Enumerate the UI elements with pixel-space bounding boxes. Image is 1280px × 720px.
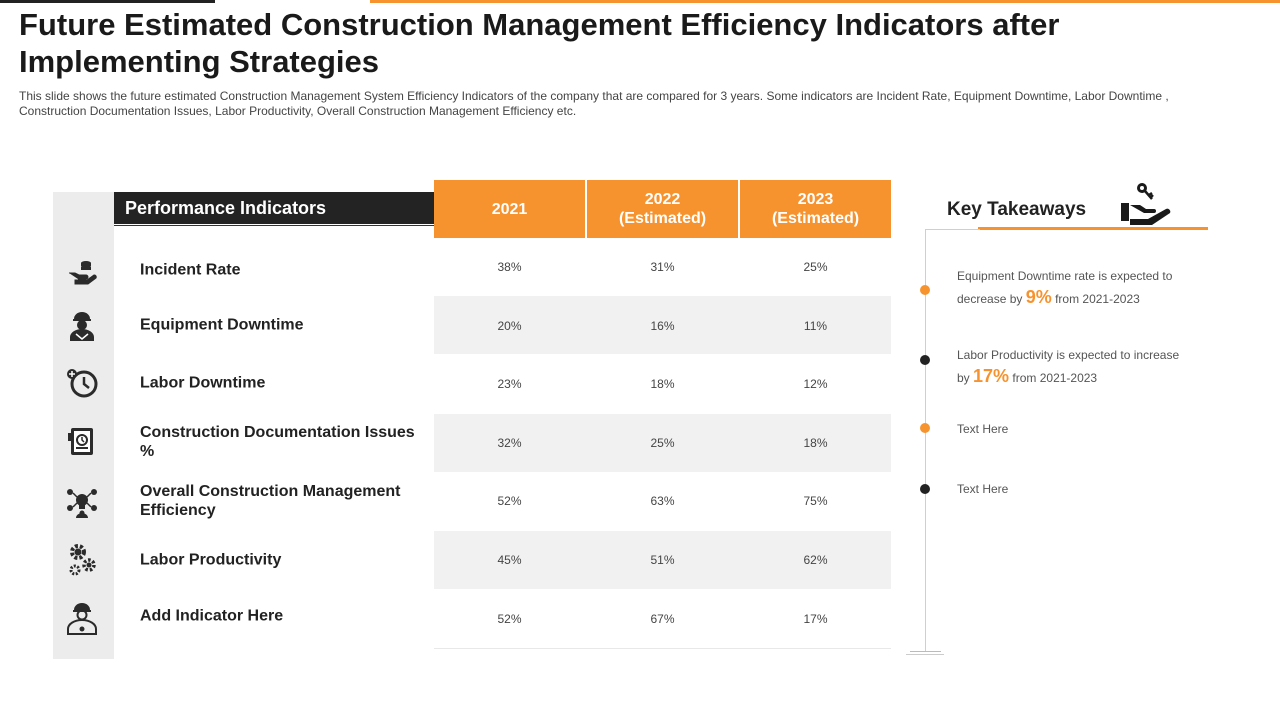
clock-history-icon bbox=[67, 369, 98, 398]
table-cell: 17% bbox=[803, 612, 828, 626]
timeline-base bbox=[910, 651, 941, 652]
timeline-dot-dark bbox=[920, 484, 930, 494]
year-header-label: 2021 bbox=[491, 200, 528, 218]
table-cell: 75% bbox=[803, 494, 828, 508]
table-cell: 31% bbox=[650, 260, 675, 274]
key-takeaways-title: Key Takeaways bbox=[947, 199, 1087, 220]
header-underline bbox=[114, 225, 434, 226]
year-header-sublabel: (Estimated) bbox=[618, 210, 707, 227]
timeline-dot-orange bbox=[920, 423, 930, 433]
timeline-dot-orange bbox=[920, 285, 930, 295]
takeaway-text: from 2021-2023 bbox=[1051, 292, 1140, 306]
year-header-2021: 2021 bbox=[434, 180, 585, 238]
table-cell: 51% bbox=[650, 553, 675, 567]
table-cell: 12% bbox=[803, 377, 828, 391]
takeaway-text: Text Here bbox=[957, 482, 1009, 496]
idea-network-icon bbox=[67, 489, 97, 518]
indicator-label: Add Indicator Here bbox=[140, 607, 284, 625]
year-header-sublabel: (Estimated) bbox=[771, 210, 860, 227]
row-stripe bbox=[434, 531, 891, 589]
table-cell: 20% bbox=[497, 319, 522, 333]
row-stripe bbox=[434, 414, 891, 472]
takeaway-text: Labor Productivity is expected to increa… bbox=[957, 348, 1180, 385]
indicator-label: Equipment Downtime bbox=[140, 316, 304, 334]
takeaway-item: Text Here bbox=[957, 421, 1187, 437]
document-icon bbox=[68, 428, 93, 455]
takeaway-highlight: 9% bbox=[1025, 287, 1052, 307]
table-cell: 23% bbox=[497, 377, 522, 391]
year-header-label: 2023 bbox=[797, 191, 834, 208]
table-cell: 18% bbox=[650, 377, 675, 391]
key-takeaways-underline bbox=[978, 227, 1208, 230]
timeline-line bbox=[925, 229, 926, 651]
table-cell: 25% bbox=[650, 436, 675, 450]
takeaway-text: from 2021-2023 bbox=[1009, 371, 1098, 385]
table-cell: 52% bbox=[497, 494, 522, 508]
takeaway-item: Text Here bbox=[957, 481, 1187, 497]
row-stripe bbox=[434, 296, 891, 354]
table-cell: 25% bbox=[803, 260, 828, 274]
page-title: Future Estimated Construction Management… bbox=[19, 7, 1060, 79]
timeline-top-connector bbox=[925, 229, 980, 230]
page-subtitle: This slide shows the future estimated Co… bbox=[19, 89, 1169, 118]
year-header-2023: 2023 (Estimated) bbox=[740, 180, 891, 238]
gears-icon bbox=[69, 544, 96, 576]
timeline-base bbox=[906, 654, 944, 655]
top-accent-dark bbox=[0, 0, 215, 3]
indicator-label: Incident Rate bbox=[140, 261, 241, 279]
indicator-label: Construction Documentation Issues % bbox=[140, 424, 415, 460]
top-accent-orange bbox=[370, 0, 1280, 3]
table-cell: 67% bbox=[650, 612, 675, 626]
takeaway-item: Labor Productivity is expected to increa… bbox=[957, 345, 1187, 389]
key-hand-icon bbox=[1121, 183, 1171, 225]
table-cell: 45% bbox=[497, 553, 522, 567]
takeaway-text: Text Here bbox=[957, 422, 1009, 436]
table-cell: 62% bbox=[803, 553, 828, 567]
year-header-label: 2022 bbox=[644, 191, 681, 208]
timeline-dot-dark bbox=[920, 355, 930, 365]
performance-indicators-header: Performance Indicators bbox=[114, 192, 434, 224]
worker-icon bbox=[70, 312, 94, 341]
table-bottom-line bbox=[434, 648, 891, 649]
table-cell: 52% bbox=[497, 612, 522, 626]
takeaway-item: Equipment Downtime rate is expected to d… bbox=[957, 266, 1187, 310]
table-cell: 16% bbox=[650, 319, 675, 333]
table-cell: 38% bbox=[497, 260, 522, 274]
coins-hand-icon bbox=[69, 261, 97, 285]
table-cell: 63% bbox=[650, 494, 675, 508]
indicator-label: Labor Downtime bbox=[140, 374, 266, 392]
indicator-label: Labor Productivity bbox=[140, 551, 282, 569]
indicator-label: Overall Construction Management Efficien… bbox=[140, 483, 401, 519]
table-cell: 32% bbox=[497, 436, 522, 450]
year-header-2022: 2022 (Estimated) bbox=[587, 180, 738, 238]
table-cell: 11% bbox=[803, 319, 828, 333]
takeaway-text: Equipment Downtime rate is expected to d… bbox=[957, 269, 1173, 306]
engineer-icon bbox=[67, 603, 97, 635]
table-cell: 18% bbox=[803, 436, 828, 450]
takeaway-highlight: 17% bbox=[973, 366, 1010, 386]
